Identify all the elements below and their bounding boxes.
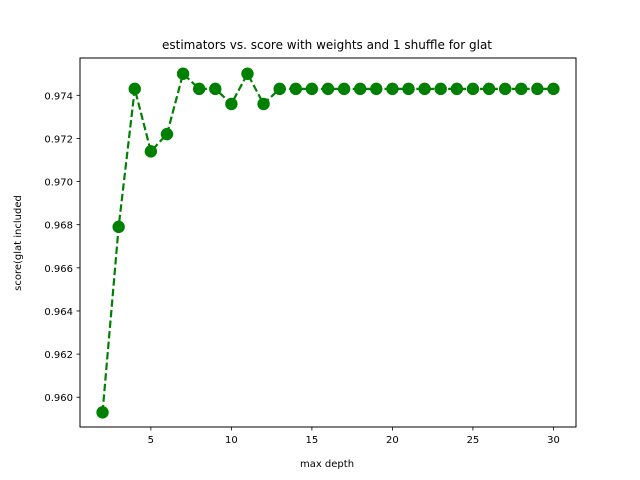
data-point [144,145,158,158]
x-axis-label: max depth [300,459,354,470]
data-point [515,82,528,96]
data-point [96,406,109,419]
data-point [257,97,270,111]
plot-frame [79,57,577,428]
y-tick-label: 0.972 [44,134,73,145]
data-point [498,82,512,96]
data-point [402,82,415,96]
data-point [531,82,544,96]
x-tick-label: 30 [547,435,560,446]
data-point [192,82,206,96]
data-point [386,82,399,96]
axes: 5 10 15 20 25 30 0.960 0.962 0.964 0.966 0.968 0.97… [44,57,577,446]
chart-title: estimators vs. score with weights and 1 … [162,38,492,52]
y-tick-label: 0.962 [44,350,73,361]
data-point [112,220,125,234]
x-tick-label: 25 [467,435,480,446]
data-point [225,97,238,111]
y-tick-label: 0.968 [44,221,73,232]
x-tick-label: 20 [386,435,399,446]
data-point [337,82,351,96]
data-point [466,82,480,96]
data-point [321,82,335,96]
data-point [434,82,447,96]
y-axis-label: score(glat included [13,195,24,291]
x-tick-label: 10 [225,435,238,446]
data-point [160,127,174,141]
data-point [370,82,383,96]
x-tick-label: 5 [148,435,154,446]
data-point [305,82,319,96]
data-point [418,82,431,96]
y-tick-label: 0.966 [44,264,73,275]
data-point [176,67,190,80]
series-line [101,71,554,413]
y-tick-label: 0.974 [44,91,73,102]
data-point [241,67,254,80]
y-tick-label: 0.970 [44,178,73,189]
data-point [354,82,367,96]
data-point [128,82,141,96]
data-point [547,82,560,96]
y-tick-label: 0.960 [44,393,73,404]
plot-area [96,67,560,419]
y-tick-label: 0.964 [44,307,73,318]
x-tick-label: 15 [306,435,319,446]
data-point [450,82,464,96]
data-point [273,82,286,96]
data-point [289,82,302,96]
data-point [209,82,222,96]
data-point [482,82,496,96]
